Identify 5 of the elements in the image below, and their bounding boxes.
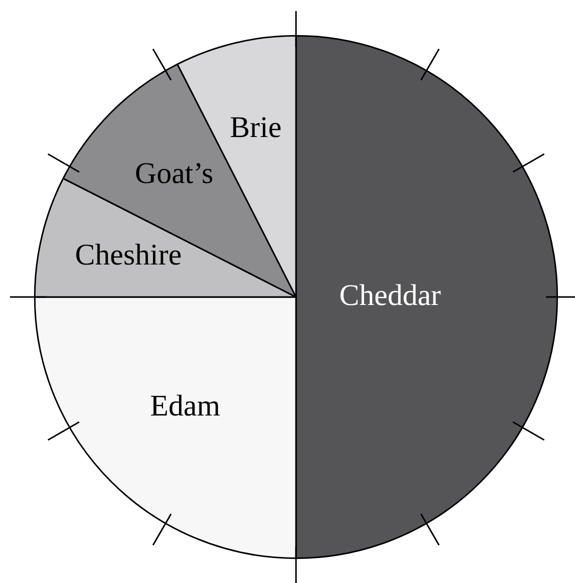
legend-label: Goat’s: [134, 156, 214, 190]
slice-label: Brie: [230, 111, 282, 144]
slice-label: Cheddar: [339, 278, 441, 312]
slice-label: Edam: [150, 390, 220, 423]
slice-label: Cheshire: [75, 238, 182, 272]
